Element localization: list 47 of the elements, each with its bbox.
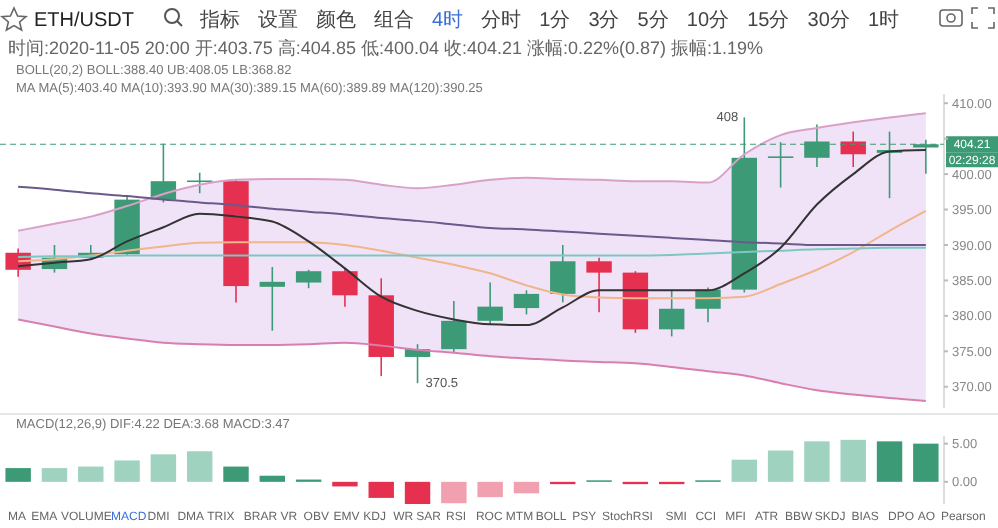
bar bbox=[513, 481, 540, 494]
text: 5分 bbox=[637, 8, 669, 32]
candlestick bbox=[332, 268, 358, 308]
candlestick bbox=[295, 268, 322, 290]
chart-subtitle: 时间:2020-11-05 20:00 开:403.75 高:404.85 低:400.04 收:404.21 涨幅:0.22%(0.87) 振幅:1.19% bbox=[8, 38, 764, 58]
candlestick bbox=[840, 130, 866, 168]
bar bbox=[731, 459, 758, 482]
text: 3分 bbox=[588, 8, 620, 32]
bar bbox=[913, 443, 939, 482]
bar bbox=[150, 454, 177, 482]
candlestick bbox=[259, 266, 286, 332]
bar bbox=[41, 468, 68, 482]
candlestick bbox=[186, 171, 213, 195]
candlestick bbox=[586, 256, 612, 314]
bar bbox=[477, 481, 503, 498]
text: ETH/USDT bbox=[34, 10, 134, 32]
candlestick bbox=[550, 244, 576, 304]
bar bbox=[441, 481, 467, 504]
bar bbox=[404, 481, 431, 504]
bar bbox=[840, 439, 866, 482]
bar bbox=[767, 450, 794, 482]
bar bbox=[804, 441, 830, 482]
text: 分时 bbox=[481, 8, 522, 32]
text: 1时 bbox=[868, 8, 900, 32]
bar bbox=[876, 441, 903, 482]
text: 30分 bbox=[807, 8, 850, 32]
bar bbox=[259, 475, 286, 482]
line-series bbox=[17, 318, 927, 402]
bar bbox=[186, 451, 213, 482]
bar bbox=[368, 481, 394, 498]
bar bbox=[114, 460, 140, 482]
text: 组合 bbox=[374, 8, 414, 32]
text: 15分 bbox=[747, 8, 790, 32]
bar bbox=[223, 466, 249, 482]
candlestick bbox=[658, 288, 685, 338]
text: 4时 bbox=[432, 8, 464, 32]
text: 设置 bbox=[258, 8, 298, 32]
text: 颜色 bbox=[316, 8, 356, 32]
text: 1分 bbox=[539, 8, 571, 32]
text: 指标 bbox=[198, 8, 240, 32]
candlestick bbox=[441, 300, 467, 354]
bar bbox=[78, 466, 104, 482]
text: 10分 bbox=[686, 8, 730, 32]
candlestick bbox=[477, 281, 503, 326]
candlestick bbox=[513, 289, 540, 316]
line-series bbox=[17, 112, 927, 232]
bar bbox=[5, 468, 31, 482]
